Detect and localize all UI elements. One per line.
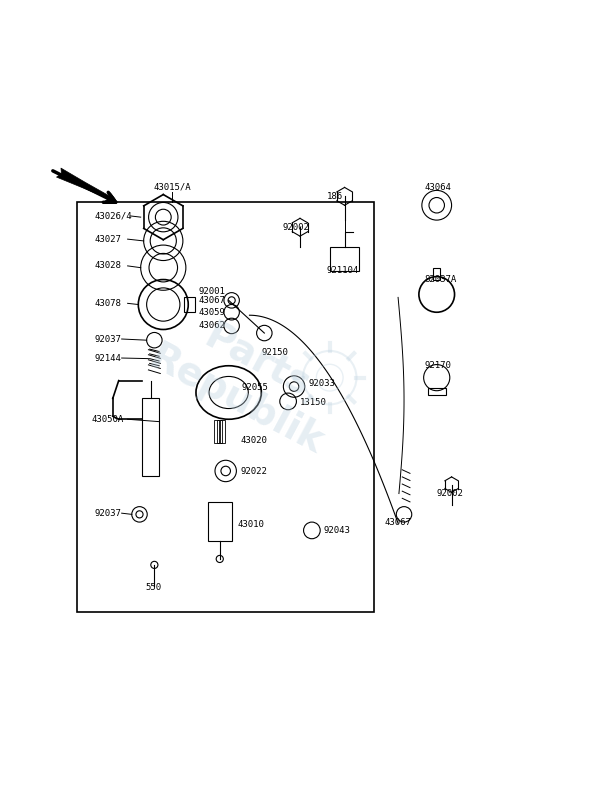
Text: 43020: 43020 (241, 436, 268, 444)
Text: 43059: 43059 (199, 308, 226, 317)
Text: 92037: 92037 (95, 509, 122, 517)
Text: 92043: 92043 (324, 526, 350, 535)
Text: 92022: 92022 (241, 467, 268, 476)
Ellipse shape (209, 377, 248, 408)
Text: 82037A: 82037A (425, 275, 457, 284)
Bar (214, 421, 218, 443)
Ellipse shape (196, 366, 262, 419)
Text: 43050A: 43050A (92, 414, 124, 424)
Text: 43026/4: 43026/4 (95, 211, 133, 221)
Text: 43010: 43010 (238, 520, 265, 529)
Text: Parts
Republik: Parts Republik (142, 299, 350, 462)
Text: 43062: 43062 (199, 321, 226, 330)
Bar (208, 502, 232, 541)
Bar (142, 399, 159, 476)
Bar (220, 421, 224, 443)
Text: 92055: 92055 (242, 383, 269, 392)
Bar (330, 246, 359, 271)
Text: 43078: 43078 (95, 299, 122, 308)
Bar (428, 389, 446, 396)
Text: 921104: 921104 (327, 266, 359, 275)
Bar (77, 203, 374, 612)
Bar (217, 421, 221, 443)
Text: 43067: 43067 (385, 517, 411, 527)
Text: 92037: 92037 (95, 334, 122, 344)
Text: 92150: 92150 (262, 348, 288, 356)
Circle shape (146, 333, 162, 348)
Text: 43067: 43067 (199, 296, 226, 305)
Text: 43015/A: 43015/A (154, 183, 191, 192)
Text: 43027: 43027 (95, 235, 122, 243)
Text: 43064: 43064 (425, 183, 452, 192)
Text: 92002: 92002 (282, 223, 309, 232)
Text: 92144: 92144 (95, 353, 122, 363)
Text: 92033: 92033 (309, 379, 336, 388)
Text: 92001: 92001 (199, 287, 226, 296)
Text: 92002: 92002 (437, 489, 464, 498)
Bar (433, 268, 440, 279)
Text: 92170: 92170 (425, 361, 452, 371)
Text: 550: 550 (145, 583, 161, 592)
Text: 13150: 13150 (300, 397, 327, 407)
Text: 186: 186 (327, 192, 343, 201)
Bar (184, 298, 195, 312)
Text: 43028: 43028 (95, 261, 122, 270)
